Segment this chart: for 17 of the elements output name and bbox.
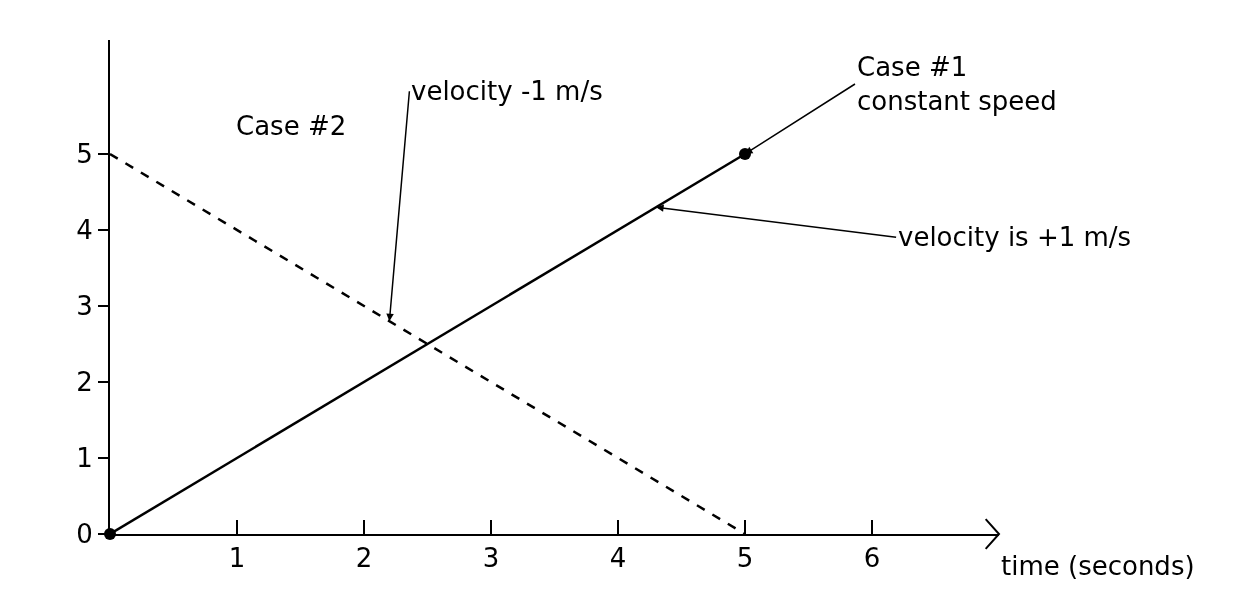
x-tick-label: 2 <box>355 543 373 574</box>
x-tick-label: 1 <box>228 543 246 574</box>
y-tick-label: 0 <box>76 519 93 550</box>
x-tick-label: 4 <box>609 543 627 574</box>
x-tick-label: 3 <box>482 543 500 574</box>
x-axis-title: time (seconds) <box>1001 551 1195 581</box>
annotation: Case #2 <box>236 111 347 141</box>
x-tick-label: 6 <box>863 543 881 574</box>
y-tick-label: 5 <box>76 139 93 170</box>
annotation: velocity is +1 m/s <box>898 222 1132 252</box>
annotation: velocity -1 m/s <box>411 76 603 106</box>
x-tick-label: 5 <box>736 543 754 574</box>
y-tick-label: 4 <box>76 215 93 246</box>
y-tick-label: 1 <box>76 443 93 474</box>
y-tick-label: 3 <box>76 291 93 322</box>
annotation: Case #1 constant speed <box>857 52 1057 116</box>
y-tick-label: 2 <box>76 367 93 398</box>
